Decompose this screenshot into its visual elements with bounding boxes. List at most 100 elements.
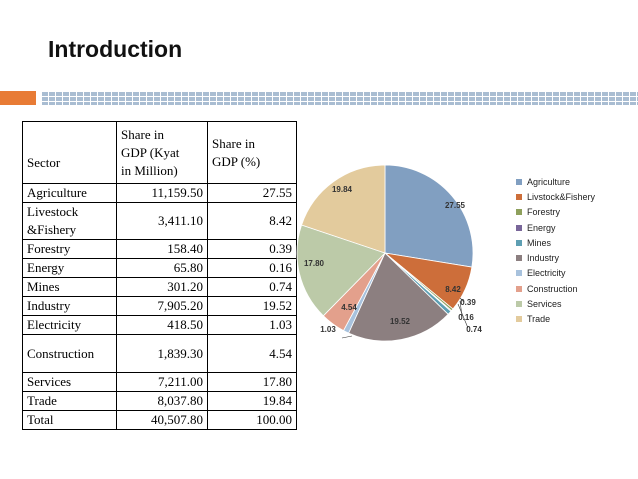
header-sector: Sector: [22, 121, 117, 184]
table-row: Livestock &Fishery 3,411.10 8.42: [22, 202, 297, 240]
pie-chart: 27.55 8.42 0.39 0.16 0.74 19.52 1.03 4.54 17.80 1…: [296, 164, 482, 342]
pie-slice-industry: [348, 252, 449, 342]
pie-slice-services: [296, 224, 386, 317]
cell-pct: 4.54: [207, 334, 297, 373]
legend-label: Mines: [527, 237, 552, 248]
cell-sector: Forestry: [22, 239, 117, 259]
table-row: Agriculture 11,159.50 27.55: [22, 183, 297, 203]
cell-sector: Livestock &Fishery: [22, 202, 117, 240]
table-row: Forestry 158.40 0.39: [22, 239, 297, 259]
table-row: Construction 1,839.30 4.54: [22, 334, 297, 373]
legend-item: Construction: [516, 281, 595, 296]
table-body: Agriculture 11,159.50 27.55 Livestock &Fishe…: [22, 183, 297, 430]
legend-swatch: [516, 178, 522, 185]
pie-slice-agriculture: [384, 164, 474, 268]
table-row: Industry 7,905.20 19.52: [22, 296, 297, 316]
legend-label: Services: [527, 299, 562, 310]
legend-label: Trade: [527, 314, 551, 325]
legend-item: Services: [516, 296, 595, 311]
cell-gdp: 7,211.00: [116, 372, 208, 392]
legend-item: Forestry: [516, 205, 595, 220]
cell-sector: Services: [22, 372, 117, 392]
legend-label: Construction: [527, 283, 578, 294]
page-title: Introduction: [48, 36, 183, 62]
table-row: Electricity 418.50 1.03: [22, 315, 297, 335]
legend-swatch: [516, 301, 522, 308]
cell-sector: Energy: [22, 258, 117, 278]
cell-pct: 27.55: [207, 183, 297, 203]
legend-label: Forestry: [527, 207, 561, 218]
cell-gdp: 301.20: [116, 277, 208, 297]
legend-item: Industry: [516, 250, 595, 265]
legend-item: Livstock&Fishery: [516, 189, 595, 204]
cell-sector: Industry: [22, 296, 117, 316]
legend-item: Trade: [516, 312, 595, 327]
gdp-table: Sector Share in GDP (Kyat in Million) Shar…: [22, 121, 297, 430]
legend-swatch: [516, 239, 522, 246]
legend-label: Electricity: [527, 268, 566, 279]
table-row: Trade 8,037.80 19.84: [22, 391, 297, 411]
legend-swatch: [516, 209, 522, 216]
cell-pct: 0.74: [207, 277, 297, 297]
data-label: 0.74: [466, 325, 482, 334]
cell-pct: 8.42: [207, 202, 297, 240]
data-label: 27.55: [445, 201, 466, 210]
legend-label: Energy: [527, 222, 556, 233]
accent-bar-pattern: [41, 91, 638, 105]
data-label: 19.52: [390, 317, 411, 326]
leader-line: [457, 303, 469, 329]
cell-gdp: 1,839.30: [116, 334, 208, 373]
cell-gdp: 158.40: [116, 239, 208, 259]
legend-swatch: [516, 193, 522, 200]
table-row: Services 7,211.00 17.80: [22, 372, 297, 392]
legend-swatch: [516, 270, 522, 277]
data-label: 0.39: [460, 298, 476, 307]
table-header-row: Sector Share in GDP (Kyat in Million) Shar…: [22, 121, 297, 184]
leader-line: [341, 335, 353, 339]
cell-sector: Agriculture: [22, 183, 117, 203]
header-gdp-kyat: Share in GDP (Kyat in Million): [116, 121, 208, 184]
data-label: 17.80: [304, 259, 325, 268]
legend-item: Electricity: [516, 266, 595, 281]
cell-gdp: 3,411.10: [116, 202, 208, 240]
legend-item: Mines: [516, 235, 595, 250]
legend-swatch: [516, 316, 522, 323]
cell-pct: 17.80: [207, 372, 297, 392]
pie-slice-trade: [301, 164, 386, 254]
cell-sector: Mines: [22, 277, 117, 297]
cell-sector: Total: [22, 410, 117, 430]
cell-pct: 1.03: [207, 315, 297, 335]
cell-gdp: 65.80: [116, 258, 208, 278]
legend-label: Livstock&Fishery: [527, 191, 596, 202]
data-label: 19.84: [332, 185, 353, 194]
cell-sector: Trade: [22, 391, 117, 411]
cell-pct: 100.00: [207, 410, 297, 430]
table-row: Mines 301.20 0.74: [22, 277, 297, 297]
accent-bar-orange: [0, 91, 36, 105]
cell-gdp: 8,037.80: [116, 391, 208, 411]
data-label: 1.03: [320, 325, 336, 334]
data-label: 8.42: [445, 285, 461, 294]
legend-label: Industry: [527, 253, 560, 264]
cell-gdp: 418.50: [116, 315, 208, 335]
legend-item: Agriculture: [516, 174, 595, 189]
cell-pct: 0.39: [207, 239, 297, 259]
header-gdp-pct: Share in GDP (%): [207, 121, 297, 184]
cell-gdp: 11,159.50: [116, 183, 208, 203]
cell-sector: Construction: [22, 334, 117, 373]
legend-swatch: [516, 285, 522, 292]
cell-pct: 19.84: [207, 391, 297, 411]
cell-sector: Electricity: [22, 315, 117, 335]
legend-swatch: [516, 255, 522, 262]
cell-gdp: 7,905.20: [116, 296, 208, 316]
legend-label: Agriculture: [527, 176, 571, 187]
legend-item: Energy: [516, 220, 595, 235]
legend-swatch: [516, 224, 522, 231]
leader-line: [459, 297, 465, 303]
cell-gdp: 40,507.80: [116, 410, 208, 430]
table-row: Energy 65.80 0.16: [22, 258, 297, 278]
chart-legend: Agriculture Livstock&Fishery Forestry Energ…: [516, 174, 595, 327]
data-label: 4.54: [341, 303, 357, 312]
cell-pct: 0.16: [207, 258, 297, 278]
cell-pct: 19.52: [207, 296, 297, 316]
